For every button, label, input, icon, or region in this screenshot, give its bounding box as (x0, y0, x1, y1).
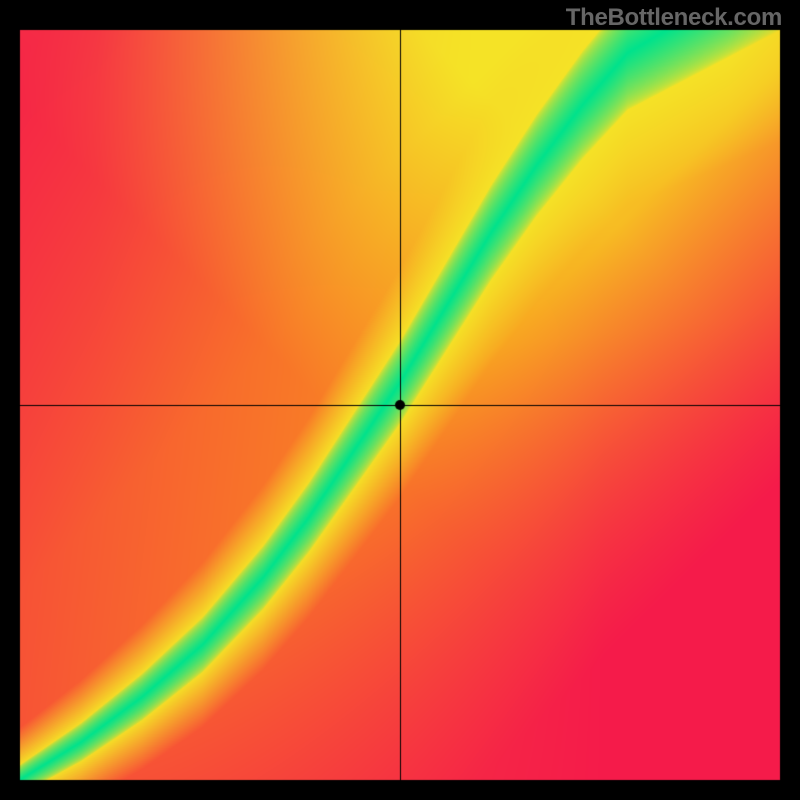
bottleneck-heatmap (0, 0, 800, 800)
watermark-text: TheBottleneck.com (566, 4, 782, 32)
